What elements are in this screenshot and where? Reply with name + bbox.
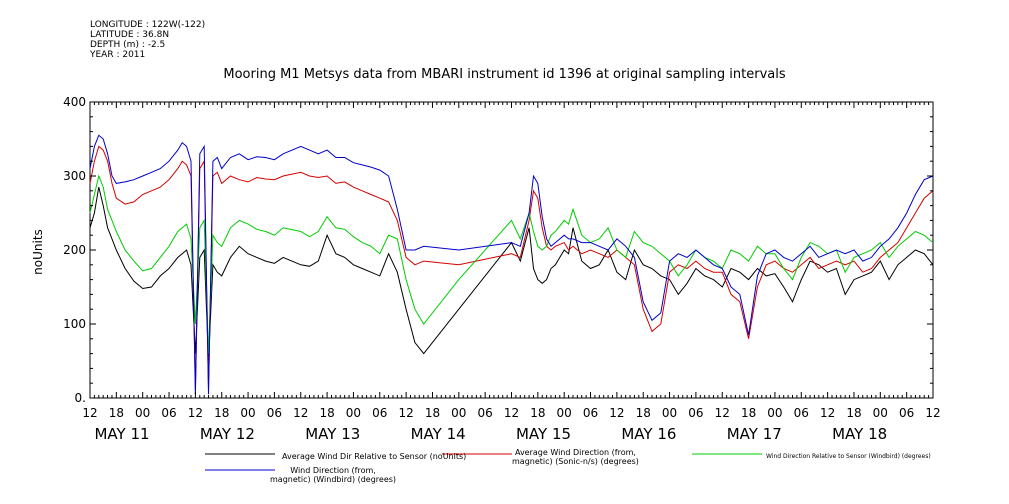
x-tick-label: 00	[346, 406, 361, 420]
y-tick-label: 0.	[75, 391, 86, 405]
x-tick-label: 18	[319, 406, 334, 420]
legend-label-4: Wind Direction (from, magnetic) (Windbir…	[270, 466, 397, 484]
x-tick-label: 06	[688, 406, 703, 420]
chart-title: Mooring M1 Metsys data from MBARI instru…	[223, 67, 786, 82]
x-tick-label: 00	[240, 406, 255, 420]
x-tick-label: 06	[899, 406, 914, 420]
x-tick-label: 12	[398, 406, 413, 420]
x-day-label: MAY 18	[832, 425, 887, 443]
series-line-3	[89, 174, 934, 354]
y-tick-label: 300	[63, 169, 86, 183]
x-tick-label: 06	[794, 406, 809, 420]
y-tick-label: 100	[63, 317, 86, 331]
series-group	[89, 134, 934, 395]
x-day-label: MAY 13	[305, 425, 360, 443]
x-day-label: MAY 16	[621, 425, 676, 443]
series-line-4	[89, 134, 934, 395]
x-tick-label: 12	[188, 406, 203, 420]
x-tick-label: 00	[451, 406, 466, 420]
x-tick-label: 12	[609, 406, 624, 420]
x-day-label: MAY 14	[411, 425, 466, 443]
x-tick-label: 00	[873, 406, 888, 420]
x-tick-label: 06	[267, 406, 282, 420]
metadata-block: LONGITUDE : 122W(-122) LATITUDE : 36.8N …	[90, 20, 205, 60]
x-tick-label: 00	[557, 406, 572, 420]
y-tick-label: 400	[63, 95, 86, 109]
x-tick-label: 18	[846, 406, 861, 420]
x-day-label: MAY 15	[516, 425, 571, 443]
x-tick-label: 18	[636, 406, 651, 420]
x-tick-label: 06	[478, 406, 493, 420]
x-tick-label: 12	[820, 406, 835, 420]
x-tick-label: 18	[741, 406, 756, 420]
x-tick-label: 06	[372, 406, 387, 420]
series-line-1	[89, 186, 934, 362]
legend-swatches	[205, 453, 762, 471]
x-tick-label: 00	[767, 406, 782, 420]
plot-frame	[89, 101, 934, 399]
x-day-label: MAY 11	[94, 425, 149, 443]
x-tick-label: 00	[135, 406, 150, 420]
y-tick-label: 200	[63, 243, 86, 257]
x-tick-label: 06	[583, 406, 598, 420]
depth-label: DEPTH (m) : -2.5	[90, 40, 166, 50]
x-tick-label: 12	[925, 406, 940, 420]
legend-label-1: Average Wind Dir Relative to Sensor (noU…	[282, 452, 467, 461]
x-tick-label: 06	[161, 406, 176, 420]
x-tick-label: 12	[715, 406, 730, 420]
x-tick-label: 18	[530, 406, 545, 420]
x-tick-label: 12	[82, 406, 97, 420]
longitude-label: LONGITUDE : 122W(-122)	[90, 20, 206, 30]
legend-label-3: Wind Direction Relative to Sensor (Windb…	[766, 453, 931, 460]
x-tick-label: 18	[214, 406, 229, 420]
year-label: YEAR : 2011	[90, 50, 146, 60]
x-tick-label: 12	[293, 406, 308, 420]
y-axis-label: noUnits	[31, 229, 45, 275]
x-tick-label: 12	[504, 406, 519, 420]
legend-label-2: Average Wind Direction (from, magnetic) …	[512, 448, 639, 466]
x-tick-label: 00	[662, 406, 677, 420]
axes-group: 12 18 00 06 12 18 00 06 12 18 00 06 12 18 00 06 12 18 00 06…	[63, 95, 941, 443]
plot-border	[89, 101, 934, 399]
x-tick-label: 18	[425, 406, 440, 420]
x-day-label: MAY 17	[727, 425, 782, 443]
latitude-label: LATITUDE : 36.8N	[90, 30, 170, 40]
x-tick-label: 18	[109, 406, 124, 420]
x-day-label: MAY 12	[200, 425, 255, 443]
